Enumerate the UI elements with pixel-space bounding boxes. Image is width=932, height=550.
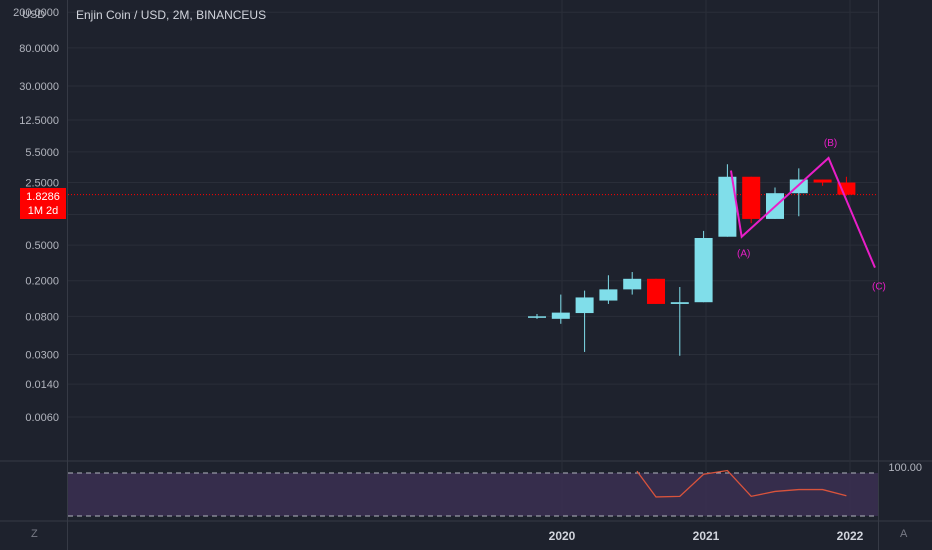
candle-body	[694, 238, 713, 303]
candle	[575, 290, 594, 352]
price-tick-label: 0.0140	[25, 379, 59, 391]
elliott-wave: (A) (B) (C)	[729, 138, 886, 293]
price-tick-label: 80.0000	[19, 43, 59, 55]
zoom-scale-button[interactable]: Z	[31, 528, 38, 540]
candle	[789, 168, 808, 217]
last-price-tag: 1.8286 1M 2d	[20, 188, 66, 219]
last-price-value: 1.8286	[26, 191, 60, 203]
candle-body	[575, 297, 594, 314]
price-tick-label: 0.5000	[25, 240, 59, 252]
elliott-wave-label: (B)	[824, 138, 837, 149]
candle-body	[623, 278, 642, 290]
interval-label: 2M	[172, 8, 190, 22]
candle	[694, 230, 713, 303]
exchange-label: BINANCEUS	[196, 8, 267, 22]
candle	[718, 164, 737, 237]
rsi-band	[68, 473, 878, 516]
time-tick-label: 2020	[549, 529, 576, 543]
price-axis: 200.0000 80.0000 30.0000 12.5000 5.5000 2.500…	[13, 7, 59, 424]
candles	[528, 164, 856, 356]
price-tick-label: 0.0300	[25, 349, 59, 361]
candle-body	[647, 278, 665, 304]
elliott-wave-label: (C)	[872, 282, 886, 293]
candle	[670, 287, 689, 356]
symbol-name: Enjin Coin / USD	[76, 8, 167, 22]
time-tick-label: 2021	[693, 529, 720, 543]
auto-scale-button[interactable]: A	[900, 528, 908, 540]
price-tick-label: 0.0800	[25, 311, 59, 323]
candle	[623, 272, 642, 295]
rsi-line	[636, 469, 847, 498]
time-axis: 2020 2021 2022	[549, 529, 864, 543]
rsi-pane: 100.00	[68, 462, 922, 517]
candle-body	[742, 176, 761, 219]
candle	[599, 275, 618, 304]
price-tick-label: 12.5000	[19, 115, 59, 127]
price-tick-label: 2.5000	[25, 178, 59, 190]
price-tick-label: 200.0000	[13, 7, 59, 19]
time-tick-label: 2022	[837, 529, 864, 543]
price-tick-label: 5.5000	[25, 147, 59, 159]
candle-body	[718, 176, 737, 237]
candle-body	[528, 316, 546, 318]
candle	[647, 278, 665, 304]
rsi-tick-label: 100.00	[888, 462, 922, 474]
candle	[551, 294, 570, 324]
price-tick-label: 0.0060	[25, 412, 59, 424]
elliott-wave-line	[729, 156, 876, 269]
candle-body	[599, 289, 618, 301]
bar-countdown: 1M 2d	[27, 205, 59, 217]
price-tick-label: 30.0000	[19, 81, 59, 93]
candle-body	[551, 312, 570, 319]
candle	[813, 179, 832, 186]
candle	[528, 313, 546, 319]
price-tick-label: 0.2000	[25, 276, 59, 288]
candle	[742, 176, 761, 224]
candle-body	[670, 302, 689, 304]
elliott-wave-label: (A)	[737, 249, 750, 260]
chart-title: Enjin Coin / USD, 2M, BINANCEUS	[76, 8, 267, 22]
candle	[766, 187, 784, 219]
candle-body	[813, 179, 832, 183]
currency-label: USD	[22, 9, 46, 21]
